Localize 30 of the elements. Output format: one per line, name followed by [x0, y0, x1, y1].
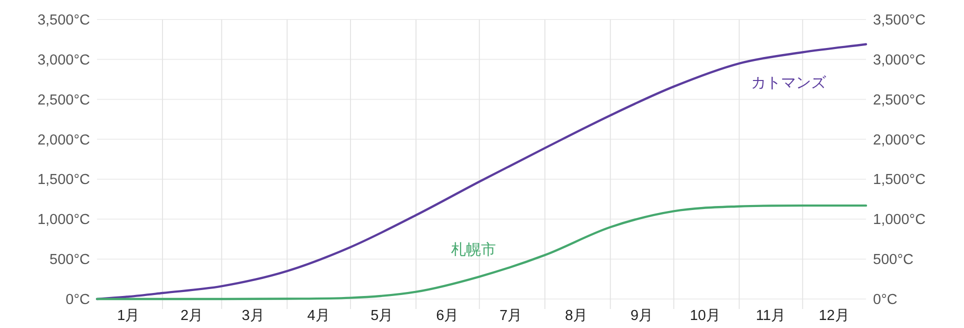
- x-tick-label: 1月: [117, 308, 140, 324]
- x-tick-label: 4月: [307, 308, 330, 324]
- x-tick-label: 11月: [756, 308, 786, 324]
- y-tick-label: 2,500°C: [37, 92, 90, 108]
- x-tick-label: 8月: [565, 308, 588, 324]
- y-tick-label: 1,000°C: [37, 212, 90, 228]
- x-tick-label: 12月: [818, 308, 850, 324]
- y-tick-label: 500°C: [50, 252, 90, 268]
- x-tick-label: 6月: [436, 308, 460, 324]
- x-tick-label: 5月: [370, 308, 394, 324]
- y-tick-label: 1,500°C: [37, 172, 90, 188]
- y2-tick-label: 2,000°C: [873, 132, 926, 148]
- y2-tick-label: 3,500°C: [873, 12, 926, 28]
- x-tick-label: 3月: [242, 308, 265, 324]
- y-tick-label: 0°C: [66, 292, 90, 308]
- series-label: カトマンズ: [751, 74, 828, 92]
- x-tick-label: 2月: [180, 308, 204, 324]
- y-tick-label: 3,000°C: [37, 52, 90, 68]
- y2-tick-label: 1,000°C: [873, 212, 926, 228]
- y2-tick-label: 500°C: [873, 252, 914, 268]
- y-tick-label: 3,500°C: [37, 12, 90, 28]
- x-tick-label: 7月: [500, 308, 523, 324]
- y2-tick-label: 0°C: [873, 292, 898, 308]
- y2-tick-label: 1,500°C: [873, 172, 926, 188]
- y2-tick-label: 2,500°C: [873, 92, 926, 108]
- x-tick-label: 9月: [630, 308, 654, 324]
- y2-tick-label: 3,000°C: [873, 52, 926, 68]
- x-tick-label: 10月: [690, 308, 722, 324]
- y-tick-label: 2,000°C: [37, 132, 90, 148]
- series-label: 札幌市: [450, 242, 496, 259]
